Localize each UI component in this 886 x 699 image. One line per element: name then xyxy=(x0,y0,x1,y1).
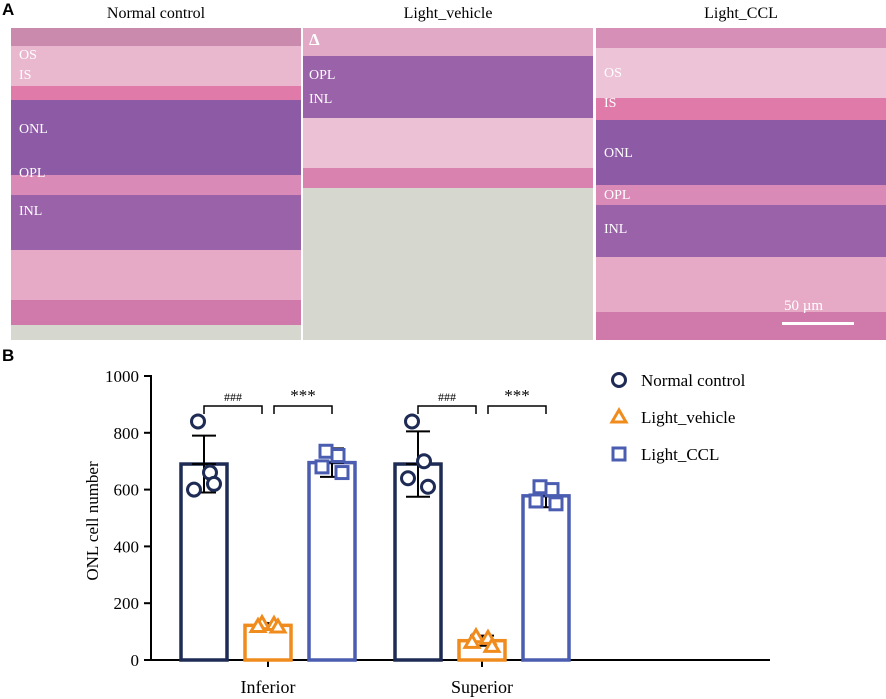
data-point xyxy=(190,413,206,430)
layer-label-opl: OPL xyxy=(19,166,46,181)
data-point xyxy=(528,493,544,509)
layer-label-opl-vehicle: OPL xyxy=(309,68,336,83)
y-tick-label: 1000 xyxy=(105,367,139,386)
data-point xyxy=(544,482,560,498)
layer-label-os-ccl: OS xyxy=(604,66,622,81)
data-point xyxy=(416,453,432,470)
micrograph-normal-image xyxy=(11,28,301,340)
significance-bracket xyxy=(487,405,547,414)
data-point xyxy=(532,479,548,495)
layer-label-inl-ccl: INL xyxy=(604,222,628,237)
data-point xyxy=(268,617,288,634)
y-tick-label: 400 xyxy=(114,537,140,556)
data-point xyxy=(548,496,564,512)
layer-label-inl-vehicle: INL xyxy=(309,92,333,107)
layer-label-is-ccl: IS xyxy=(604,96,617,111)
panel-a-letter: A xyxy=(2,0,15,19)
data-point xyxy=(400,470,416,487)
y-tick-label: 0 xyxy=(131,651,140,670)
x-tick-label: Superior xyxy=(451,677,513,697)
legend-label: Normal control xyxy=(641,371,746,390)
layer-label-is: IS xyxy=(19,68,32,83)
layer-label-opl-ccl: OPL xyxy=(604,188,631,203)
significance-label: *** xyxy=(290,386,316,405)
significance-bracket xyxy=(273,405,333,414)
panel-title-normal: Normal control xyxy=(106,5,206,22)
scale-bar-label: 50 µm xyxy=(784,298,824,314)
micrograph-normal-control: OS IS ONL OPL INL xyxy=(11,28,301,340)
data-point xyxy=(404,413,420,430)
data-point xyxy=(248,616,268,633)
micrograph-light-ccl: OS IS ONL OPL INL 50 µm xyxy=(596,28,886,340)
data-point xyxy=(334,465,350,481)
data-point xyxy=(206,475,222,492)
legend-marker-triangle-icon xyxy=(609,407,629,424)
micrograph-ccl-image xyxy=(596,28,886,340)
micrograph-light-vehicle: Δ OPL INL xyxy=(303,28,593,340)
significance-label: ### xyxy=(438,390,456,404)
layer-label-onl-ccl: ONL xyxy=(604,146,633,161)
legend-label: Light_CCL xyxy=(641,445,719,464)
data-point xyxy=(462,632,482,649)
x-tick-label: Inferior xyxy=(241,677,296,697)
bar xyxy=(521,494,571,662)
layer-label-os: OS xyxy=(19,48,37,63)
layer-label-inl: INL xyxy=(19,204,43,219)
y-axis-label: ONL cell number xyxy=(83,461,102,581)
layer-label-onl: ONL xyxy=(19,122,48,137)
degeneration-marker-icon: Δ xyxy=(309,30,320,49)
data-point xyxy=(482,636,502,653)
onl-bar-chart: ONL cell number 0 200 400 600 800 1000 Inferio… xyxy=(83,367,770,697)
significance-label: ### xyxy=(224,390,242,404)
significance-bracket xyxy=(203,405,263,414)
data-point xyxy=(186,481,202,498)
data-point xyxy=(318,443,334,459)
data-point xyxy=(330,448,346,464)
panel-title-vehicle: Light_vehicle xyxy=(403,5,493,22)
legend-marker-square-icon xyxy=(611,446,627,462)
y-tick-label: 600 xyxy=(114,481,140,500)
y-tick-label: 800 xyxy=(114,424,140,443)
significance-label: *** xyxy=(504,386,530,405)
panel-title-ccl: Light_CCL xyxy=(704,5,778,22)
legend-label: Light_vehicle xyxy=(641,408,735,427)
data-point xyxy=(314,459,330,475)
significance-bracket xyxy=(417,405,477,414)
scale-bar xyxy=(782,322,854,325)
legend-marker-circle-icon xyxy=(611,372,627,388)
y-tick-label: 200 xyxy=(114,594,140,613)
data-point xyxy=(420,478,436,495)
bar xyxy=(307,460,357,662)
micrograph-vehicle-image xyxy=(303,28,593,340)
panel-b-letter: B xyxy=(2,346,15,365)
